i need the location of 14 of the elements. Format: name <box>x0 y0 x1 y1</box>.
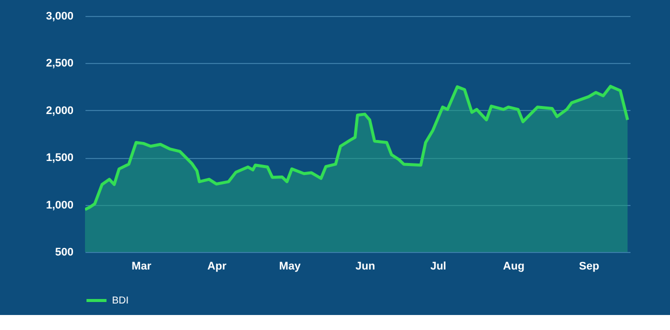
x-tick-label: Sep <box>579 260 600 272</box>
x-tick-label: Jun <box>356 260 376 272</box>
x-tick-label: May <box>279 260 302 272</box>
y-tick-label: 3,000 <box>46 10 74 22</box>
y-tick-label: 500 <box>55 246 74 258</box>
y-tick-label: 2,500 <box>46 58 74 70</box>
x-tick-label: Mar <box>132 260 152 272</box>
x-tick-label: Apr <box>207 260 228 272</box>
legend-label: BDI <box>112 296 129 306</box>
y-tick-label: 1,000 <box>46 199 74 212</box>
x-tick-label: Aug <box>503 260 524 272</box>
x-tick-label: Jul <box>430 260 446 272</box>
y-tick-label: 2,000 <box>46 104 74 117</box>
y-tick-label: 1,500 <box>46 152 74 164</box>
